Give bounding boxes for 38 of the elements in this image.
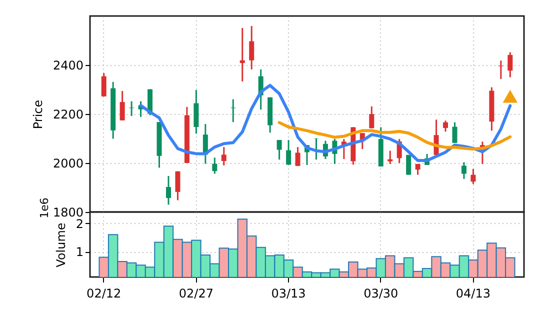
- candlestick: [286, 139, 292, 166]
- candlestick: [461, 162, 466, 180]
- candlestick: [166, 175, 171, 206]
- candlestick: [240, 27, 245, 82]
- candlestick: [276, 139, 282, 160]
- y-tick-label: 2: [76, 216, 84, 231]
- candlestick: [221, 146, 226, 166]
- y-axis-title: Price: [30, 100, 45, 130]
- candlestick: [249, 25, 254, 70]
- y-tick-label: 1: [76, 245, 84, 260]
- candlestick: [406, 154, 412, 176]
- candlestick: [314, 138, 319, 160]
- candlestick: [508, 52, 513, 78]
- x-tick-label: 02/12: [86, 286, 122, 300]
- candlestick: [175, 170, 180, 201]
- y-tick-label: 2200: [52, 108, 84, 122]
- candlestick: [120, 90, 125, 122]
- y-axis-title: Volume: [54, 222, 68, 268]
- x-tick-label: 03/13: [271, 286, 306, 300]
- y-tick-label: 1800: [52, 206, 84, 220]
- candlestick: [230, 98, 236, 123]
- text: 1e6: [38, 198, 51, 218]
- candlestick: [101, 72, 106, 98]
- candlestick: [498, 60, 504, 80]
- x-tick-label: 03/30: [364, 286, 398, 300]
- x-tick-label: 02/27: [178, 286, 214, 300]
- y-tick-label: 2400: [52, 58, 84, 72]
- candlestick: [212, 156, 218, 175]
- candlestick: [443, 120, 448, 132]
- candlestick: [295, 146, 300, 167]
- candlestick: [129, 100, 134, 117]
- candlestick: [470, 168, 476, 185]
- y-tick-label: 2000: [52, 156, 84, 170]
- candlestick: [452, 122, 458, 144]
- candlestick: [388, 150, 393, 165]
- candlestick: [369, 106, 374, 129]
- x-tick-label: 04/13: [456, 286, 491, 300]
- candlestick: [194, 89, 199, 134]
